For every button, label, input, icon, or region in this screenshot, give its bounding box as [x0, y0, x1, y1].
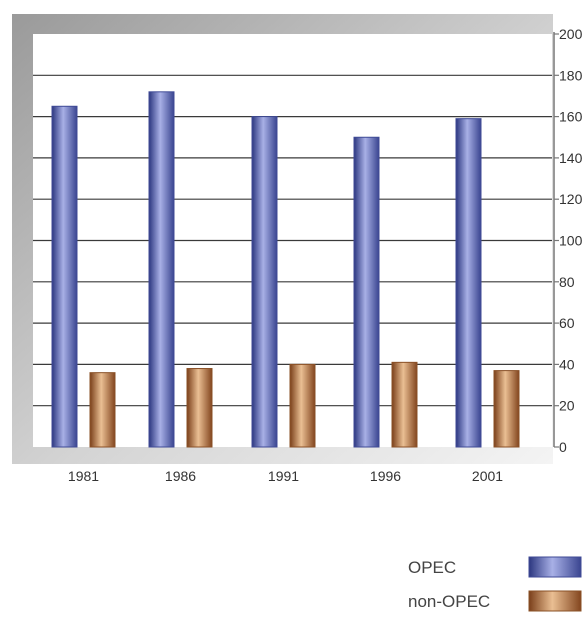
bar-opec-1981 [51, 105, 78, 448]
legend-swatch-opec [528, 556, 582, 578]
legend-swatch-non-opec [528, 590, 582, 612]
x-tick-label: 1996 [370, 468, 401, 484]
bar-opec-1986 [148, 91, 175, 448]
bar-non-opec-1981 [89, 372, 116, 448]
y-tick-label: 40 [559, 356, 575, 372]
x-axis: 1981 1986 1991 1996 2001 [68, 468, 503, 484]
bar-non-opec-1996 [391, 361, 418, 448]
bar-opec-2001 [455, 118, 482, 448]
y-tick-label: 120 [559, 191, 583, 207]
y-tick-label: 20 [559, 398, 575, 414]
y-tick-label: 60 [559, 315, 575, 331]
legend-label-non-opec: non-OPEC [408, 592, 490, 611]
bar-opec-1991 [251, 116, 278, 448]
x-tick-label: 1986 [165, 468, 196, 484]
x-tick-label: 1981 [68, 468, 99, 484]
x-tick-label: 1991 [268, 468, 299, 484]
legend: OPEC non-OPEC [408, 556, 582, 612]
y-tick-label: 80 [559, 274, 575, 290]
bar-opec-1996 [353, 136, 380, 448]
bar-non-opec-1986 [186, 368, 213, 448]
bars [51, 91, 520, 448]
y-tick-label: 100 [559, 233, 583, 249]
bar-non-opec-2001 [493, 370, 520, 448]
x-tick-label: 2001 [472, 468, 503, 484]
y-tick-label: 200 [559, 26, 583, 42]
y-tick-label: 140 [559, 150, 583, 166]
legend-label-opec: OPEC [408, 558, 456, 577]
y-tick-label: 0 [559, 439, 567, 455]
y-tick-label: 160 [559, 109, 583, 125]
y-axis: 0 20 40 60 80 100 120 140 160 180 200 [553, 26, 583, 455]
y-tick-label: 180 [559, 67, 583, 83]
bar-non-opec-1991 [289, 363, 316, 448]
